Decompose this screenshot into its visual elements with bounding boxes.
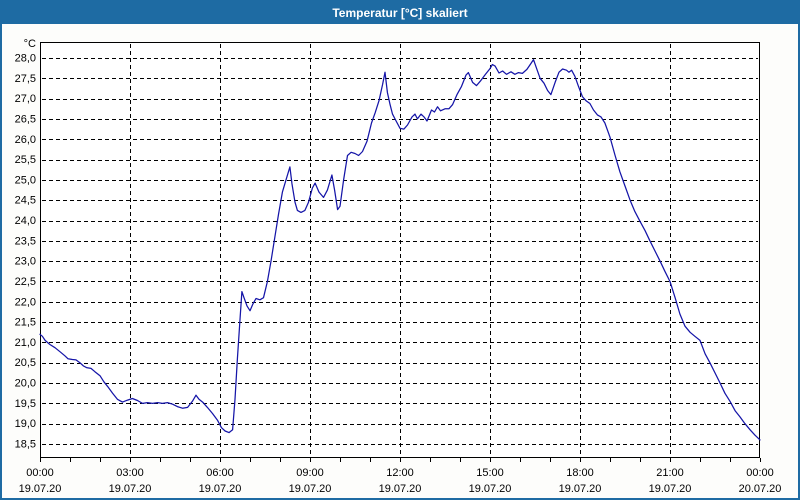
y-tick-label: 25,0 <box>15 174 36 186</box>
title-bar: Temperatur [°C] skaliert <box>2 2 798 24</box>
x-tick-time: 15:00 <box>476 467 504 479</box>
x-tick-time: 03:00 <box>116 467 144 479</box>
temperature-chart: 28,0 27,5 27,0 26,5 26,0 25,5 25,0 24,5 24,0 23,5… <box>15 38 782 495</box>
x-tick-time: 21:00 <box>656 467 684 479</box>
y-tick-label: 19,5 <box>15 398 36 410</box>
x-tick-date: 19.07.20 <box>649 483 692 495</box>
y-tick-label: 25,5 <box>15 154 36 166</box>
x-tick-date: 19.07.20 <box>199 483 242 495</box>
chart-host: 28,0 27,5 27,0 26,5 26,0 25,5 25,0 24,5 24,0 23,5… <box>2 24 798 498</box>
x-tick-date: 19.07.20 <box>109 483 152 495</box>
y-tick-label: 24,5 <box>15 195 36 207</box>
x-tick-date: 19.07.20 <box>19 483 62 495</box>
x-tick-date: 20.07.20 <box>739 483 782 495</box>
x-tick-date: 19.07.20 <box>469 483 512 495</box>
y-tick-label: 28,0 <box>15 53 36 65</box>
temperature-line <box>39 58 761 441</box>
x-tick-time: 00:00 <box>26 467 54 479</box>
x-tick-date: 19.07.20 <box>289 483 332 495</box>
y-tick-label: 20,0 <box>15 378 36 390</box>
y-tick-label: 21,0 <box>15 337 36 349</box>
y-tick-label: 26,0 <box>15 134 36 146</box>
y-tick-label: 19,0 <box>15 418 36 430</box>
y-axis-unit: °C <box>24 38 36 50</box>
x-tick-time: 06:00 <box>206 467 234 479</box>
y-tick-label: 20,5 <box>15 357 36 369</box>
y-tick-label: 27,0 <box>15 93 36 105</box>
y-tick-label: 18,5 <box>15 439 36 451</box>
y-tick-label: 23,5 <box>15 235 36 247</box>
plot-border <box>40 42 760 458</box>
y-tick-label: 26,5 <box>15 113 36 125</box>
y-tick-label: 22,0 <box>15 296 36 308</box>
y-tick-label: 27,5 <box>15 73 36 85</box>
y-tick-label: 22,5 <box>15 276 36 288</box>
y-tick-label: 23,0 <box>15 256 36 268</box>
x-tick-date: 19.07.20 <box>379 483 422 495</box>
y-tick-label: 24,0 <box>15 215 36 227</box>
x-tick-time: 12:00 <box>386 467 414 479</box>
window-title: Temperatur [°C] skaliert <box>332 6 468 20</box>
x-tick-time: 18:00 <box>566 467 594 479</box>
y-tick-label: 21,5 <box>15 317 36 329</box>
x-tick-time: 00:00 <box>746 467 774 479</box>
x-tick-time: 09:00 <box>296 467 324 479</box>
x-tick-date: 19.07.20 <box>559 483 602 495</box>
